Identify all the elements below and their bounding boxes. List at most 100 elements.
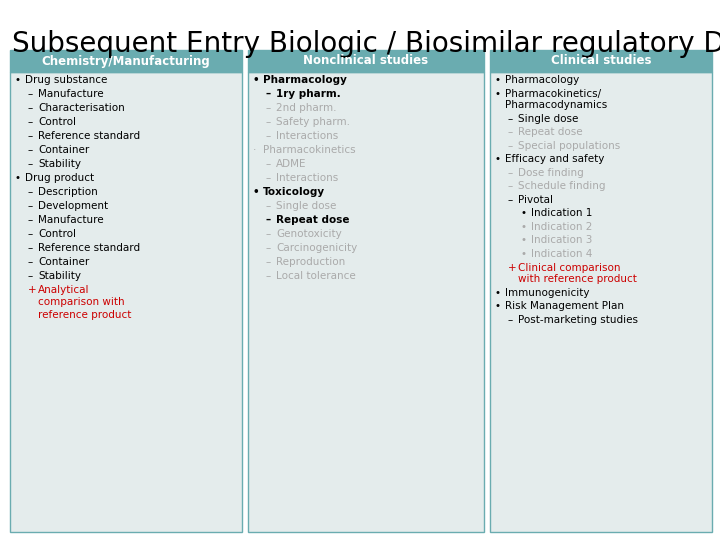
- Text: –: –: [28, 229, 33, 239]
- Text: •: •: [15, 75, 21, 85]
- Text: Characterisation: Characterisation: [38, 103, 125, 113]
- Text: Pharmacodynamics: Pharmacodynamics: [505, 100, 607, 110]
- Text: –: –: [266, 271, 271, 281]
- Text: Drug substance: Drug substance: [25, 75, 107, 85]
- Text: +: +: [28, 285, 37, 295]
- Text: Clinical comparison: Clinical comparison: [518, 262, 621, 273]
- Text: Pharmacokinetics: Pharmacokinetics: [263, 145, 356, 155]
- Text: –: –: [28, 159, 33, 169]
- Text: Genotoxicity: Genotoxicity: [276, 229, 342, 239]
- Text: –: –: [28, 257, 33, 267]
- Text: Manufacture: Manufacture: [38, 215, 104, 225]
- Text: –: –: [28, 103, 33, 113]
- Text: –: –: [266, 117, 271, 127]
- Text: •: •: [495, 288, 501, 298]
- Text: –: –: [508, 141, 513, 151]
- Text: Container: Container: [38, 257, 89, 267]
- Text: –: –: [508, 127, 513, 137]
- Text: Chemistry/Manufacturing: Chemistry/Manufacturing: [42, 55, 210, 68]
- Text: Analytical: Analytical: [38, 285, 89, 295]
- Text: Manufacture: Manufacture: [38, 89, 104, 99]
- Text: Control: Control: [38, 229, 76, 239]
- Text: •: •: [253, 187, 260, 197]
- Text: comparison with: comparison with: [38, 298, 125, 307]
- Text: Subsequent Entry Biologic / Biosimilar regulatory Doc: Subsequent Entry Biologic / Biosimilar r…: [12, 30, 720, 58]
- Text: Single dose: Single dose: [518, 114, 578, 124]
- Text: •: •: [495, 89, 501, 98]
- Text: –: –: [508, 168, 513, 178]
- Text: •: •: [521, 249, 527, 259]
- Text: –: –: [28, 201, 33, 211]
- Text: –: –: [266, 215, 271, 225]
- FancyBboxPatch shape: [10, 50, 242, 72]
- Text: Development: Development: [38, 201, 108, 211]
- Text: Carcinogenicity: Carcinogenicity: [276, 243, 357, 253]
- Text: –: –: [28, 215, 33, 225]
- Text: –: –: [28, 243, 33, 253]
- Text: Interactions: Interactions: [276, 173, 338, 183]
- Text: Repeat dose: Repeat dose: [518, 127, 582, 137]
- Text: Reference standard: Reference standard: [38, 243, 140, 253]
- Text: Schedule finding: Schedule finding: [518, 181, 606, 192]
- Text: Special populations: Special populations: [518, 141, 620, 151]
- Text: •: •: [495, 154, 501, 165]
- Text: Pharmacology: Pharmacology: [505, 75, 580, 85]
- Text: +: +: [508, 262, 517, 273]
- Text: •: •: [15, 173, 21, 183]
- Text: •: •: [495, 301, 501, 312]
- Text: Description: Description: [38, 187, 98, 197]
- Text: Indication 4: Indication 4: [531, 249, 593, 259]
- Text: –: –: [266, 173, 271, 183]
- FancyBboxPatch shape: [10, 72, 242, 532]
- Text: reference product: reference product: [38, 309, 131, 320]
- Text: –: –: [28, 145, 33, 155]
- Text: Toxicology: Toxicology: [263, 187, 325, 197]
- Text: Stability: Stability: [38, 159, 81, 169]
- FancyBboxPatch shape: [248, 72, 484, 532]
- Text: –: –: [28, 271, 33, 281]
- Text: –: –: [266, 89, 271, 99]
- Text: •: •: [521, 222, 527, 232]
- FancyBboxPatch shape: [490, 72, 712, 532]
- Text: –: –: [266, 257, 271, 267]
- Text: Nonclinical studies: Nonclinical studies: [303, 55, 428, 68]
- Text: –: –: [28, 117, 33, 127]
- Text: –: –: [508, 114, 513, 124]
- Text: Repeat dose: Repeat dose: [276, 215, 349, 225]
- Text: •: •: [253, 75, 260, 85]
- Text: Indication 1: Indication 1: [531, 208, 593, 219]
- Text: –: –: [508, 181, 513, 192]
- Text: Container: Container: [38, 145, 89, 155]
- Text: Control: Control: [38, 117, 76, 127]
- Text: –: –: [266, 201, 271, 211]
- Text: –: –: [28, 187, 33, 197]
- FancyBboxPatch shape: [248, 50, 484, 72]
- Text: –: –: [508, 195, 513, 205]
- Text: Efficacy and safety: Efficacy and safety: [505, 154, 604, 165]
- Text: –: –: [266, 243, 271, 253]
- Text: Local tolerance: Local tolerance: [276, 271, 356, 281]
- Text: Interactions: Interactions: [276, 131, 338, 141]
- FancyBboxPatch shape: [490, 50, 712, 72]
- Text: Clinical studies: Clinical studies: [551, 55, 652, 68]
- Text: Indication 2: Indication 2: [531, 222, 593, 232]
- Text: Dose finding: Dose finding: [518, 168, 584, 178]
- Text: –: –: [28, 131, 33, 141]
- Text: –: –: [28, 89, 33, 99]
- Text: Risk Management Plan: Risk Management Plan: [505, 301, 624, 312]
- Text: with reference product: with reference product: [518, 274, 637, 285]
- Text: ADME: ADME: [276, 159, 307, 169]
- Text: ·: ·: [253, 145, 256, 155]
- Text: Safety pharm.: Safety pharm.: [276, 117, 350, 127]
- Text: –: –: [266, 159, 271, 169]
- Text: 1ry pharm.: 1ry pharm.: [276, 89, 341, 99]
- Text: –: –: [266, 229, 271, 239]
- Text: •: •: [495, 75, 501, 85]
- Text: Indication 3: Indication 3: [531, 235, 593, 246]
- Text: Reproduction: Reproduction: [276, 257, 346, 267]
- Text: Immunogenicity: Immunogenicity: [505, 288, 590, 298]
- Text: Stability: Stability: [38, 271, 81, 281]
- Text: –: –: [266, 103, 271, 113]
- Text: –: –: [266, 131, 271, 141]
- Text: 2nd pharm.: 2nd pharm.: [276, 103, 336, 113]
